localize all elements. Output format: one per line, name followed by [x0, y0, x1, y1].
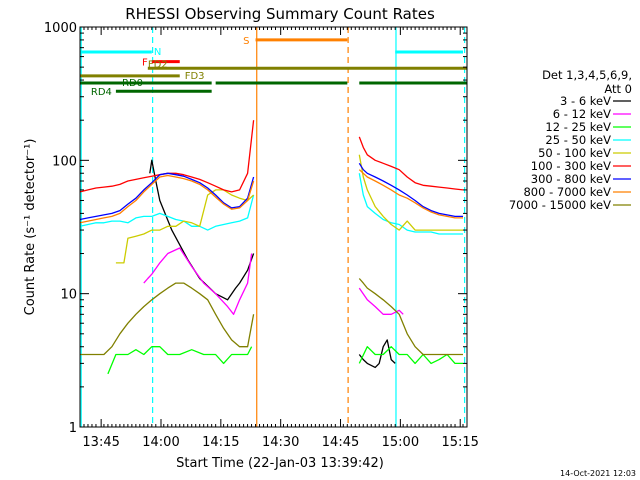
series-line-300-800-kev-early: [79, 172, 255, 221]
legend-label-12-25-kev: 12 - 25 keV: [545, 120, 611, 134]
flag-label-rd4: RD4: [91, 87, 112, 98]
y-tick-label: 10: [60, 288, 77, 303]
x-tick-label: 13:45: [82, 435, 119, 450]
series-line-50-100-kev-late: [358, 154, 463, 231]
x-tick-label: 14:45: [322, 435, 359, 450]
series-line-800-7000-kev-early: [79, 174, 255, 224]
series-line-25-50-kev-late: [358, 173, 463, 235]
flag-label-s: S: [243, 36, 249, 47]
series-line-3-6-kev-late: [358, 339, 396, 369]
series-line-7000-15000-kev-early: [80, 282, 255, 356]
legend-label-3-6-kev: 3 - 6 keV: [560, 94, 611, 108]
plot-frame: [79, 26, 468, 428]
x-tick-label: 14:00: [142, 435, 179, 450]
series-line-100-300-kev-late: [358, 136, 464, 191]
legend-label-6-12-kev: 6 - 12 keV: [553, 107, 611, 121]
y-tick-label: 1: [69, 421, 77, 436]
flag-label-rd0: RD0: [122, 78, 143, 89]
x-tick-label: 14:30: [262, 435, 299, 450]
legend-label-100-300-kev: 100 - 300 keV: [531, 159, 611, 173]
series-line-300-800-kev-late: [358, 162, 463, 218]
flag-bars: NF FD2 FD3 RD0 RD4 S: [80, 36, 467, 98]
flag-label-n: N: [154, 47, 161, 58]
flag-label-fd3: FD3: [185, 71, 205, 82]
legend-label-25-50-kev: 25 - 50 keV: [545, 133, 611, 147]
series-line-6-12-kev-late: [358, 287, 404, 315]
flag-label-fd2: FD2: [148, 59, 168, 70]
series-line-25-50-kev-early: [79, 194, 255, 231]
y-axis-label: Count Rate (s⁻¹ detector⁻¹): [23, 139, 38, 316]
legend-label-50-100-kev: 50 - 100 keV: [538, 146, 611, 160]
series-line-12-25-kev-early: [107, 346, 253, 375]
x-tick-label: 14:15: [202, 435, 239, 450]
vertical-markers: [80, 27, 466, 427]
timestamp: 14-Oct-2021 12:03: [560, 469, 636, 478]
legend-label-800-7000-kev: 800 - 7000 keV: [523, 185, 611, 199]
axis-ticks: 13:45 14:00 14:15 14:30 14:45 15:00 15:15 1 10 10…: [44, 21, 479, 450]
y-tick-label: 100: [52, 154, 77, 169]
series-lines: [79, 120, 464, 375]
series-line-800-7000-kev-late: [358, 169, 463, 219]
series-line-12-25-kev-late: [358, 346, 463, 365]
legend-header-line-1: Det 1,3,4,5,6,9,: [542, 68, 632, 82]
series-line-6-12-kev-early: [143, 247, 253, 315]
x-tick-label: 15:15: [441, 435, 478, 450]
x-axis-label: Start Time (22-Jan-03 13:39:42): [176, 456, 384, 471]
series-line-7000-15000-kev-late: [358, 278, 463, 356]
legend-header-line-2: Att 0: [604, 82, 632, 96]
x-tick-label: 15:00: [382, 435, 419, 450]
legend-label-7000-15000-kev: 7000 - 15000 keV: [509, 198, 611, 212]
y-tick-label: 1000: [44, 21, 77, 36]
chart-title: RHESSI Observing Summary Count Rates: [125, 5, 435, 23]
flag-label-f: F: [142, 58, 148, 69]
legend-label-300-800-kev: 300 - 800 keV: [531, 172, 611, 186]
series-line-50-100-kev-early: [115, 189, 255, 264]
